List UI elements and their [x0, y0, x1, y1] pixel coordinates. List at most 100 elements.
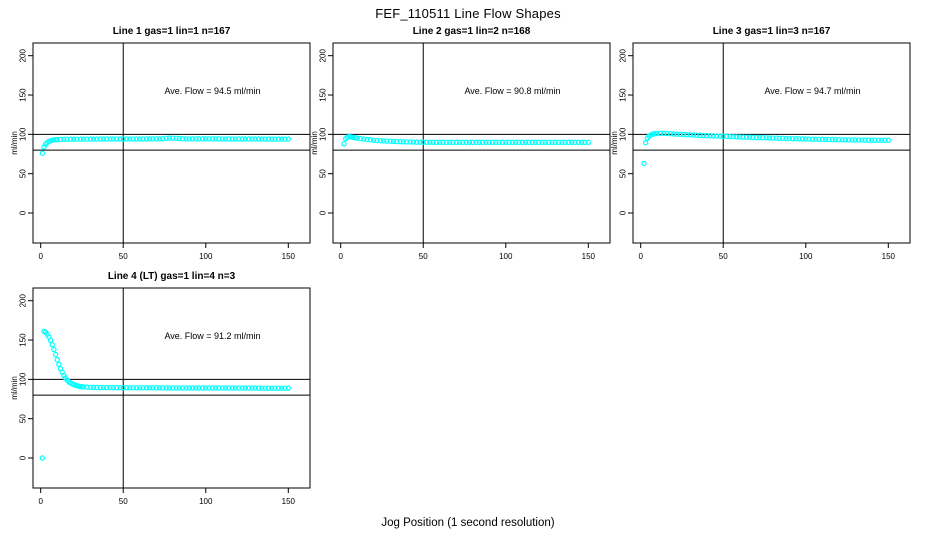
data-point [552, 139, 558, 146]
data-point [816, 136, 822, 143]
data-point [367, 137, 374, 143]
data-point [229, 136, 235, 142]
data-point [753, 134, 759, 141]
data-point [783, 135, 789, 142]
data-point [512, 139, 519, 146]
y-axis-title: ml/min [10, 376, 19, 400]
data-point [127, 385, 133, 391]
x-tick-label: 100 [199, 497, 213, 506]
data-point [796, 136, 802, 142]
data-point [156, 385, 163, 391]
data-point [84, 384, 90, 390]
data-point [39, 455, 46, 461]
data-point [252, 385, 258, 391]
data-point [875, 137, 882, 143]
data-point [641, 160, 647, 167]
data-point [39, 150, 46, 156]
data-point [176, 385, 183, 391]
data-point [862, 137, 868, 143]
data-point [80, 136, 87, 142]
data-points [39, 328, 292, 461]
x-tick-label: 0 [638, 252, 643, 261]
data-point [242, 136, 249, 142]
data-point [423, 139, 430, 145]
y-tick-label: 100 [19, 372, 28, 386]
data-point [54, 356, 60, 363]
data-point [885, 137, 892, 144]
data-point [232, 385, 239, 391]
data-points [39, 135, 292, 156]
data-point [90, 136, 97, 142]
data-point [222, 136, 229, 142]
data-point [377, 138, 384, 144]
data-point [803, 136, 809, 142]
data-point [743, 134, 750, 140]
data-point [203, 385, 209, 391]
data-point [222, 385, 229, 391]
x-tick-label: 150 [282, 497, 296, 506]
data-point [113, 136, 120, 142]
data-point [156, 136, 163, 142]
data-point [654, 130, 660, 137]
data-point [275, 385, 282, 391]
data-point [67, 136, 74, 142]
data-point [94, 384, 100, 391]
data-point [756, 134, 763, 141]
data-point [822, 136, 829, 143]
data-point [87, 136, 93, 142]
data-point [710, 133, 717, 139]
figure-title: FEF_110511 Line Flow Shapes [375, 6, 561, 21]
data-point [579, 139, 585, 146]
panel-line4: 0 50 100 150 0 50 100 150 200 ml/min Line 4 (LT) … [10, 271, 312, 523]
data-point [371, 137, 377, 143]
x-tick-label: 150 [582, 252, 596, 261]
data-point [183, 385, 189, 391]
data-point [723, 133, 730, 140]
data-point [110, 384, 117, 391]
panel-line1: 0 50 100 150 0 50 100 150 200 ml/min Line 1 gas=1… [10, 26, 312, 278]
data-point [341, 141, 347, 147]
data-point [282, 385, 288, 391]
data-point [410, 139, 417, 145]
data-point [49, 342, 55, 348]
data-point [819, 136, 825, 143]
data-point [463, 139, 469, 146]
data-point [680, 131, 687, 138]
data-point [249, 136, 255, 142]
data-point [433, 139, 440, 146]
data-point [496, 139, 502, 146]
data-point [113, 384, 120, 391]
plot-box [632, 42, 911, 244]
data-point [506, 139, 512, 146]
data-point [446, 139, 453, 146]
data-point [166, 135, 173, 141]
data-point [77, 136, 84, 142]
data-point [872, 137, 878, 143]
data-point [107, 136, 113, 142]
data-point [127, 136, 133, 142]
data-point [664, 130, 670, 137]
data-point [143, 136, 150, 142]
data-point [460, 139, 466, 146]
data-point [47, 337, 54, 344]
data-point [272, 136, 278, 142]
data-point [559, 139, 565, 146]
data-point [555, 139, 562, 146]
data-point [51, 346, 57, 353]
y-tick-label: 150 [19, 88, 28, 102]
data-point [279, 385, 285, 391]
data-point [526, 139, 532, 146]
data-point [869, 137, 875, 143]
data-point [549, 139, 555, 146]
data-point [789, 135, 796, 142]
data-point [737, 134, 743, 140]
data-point [836, 136, 842, 143]
data-point [262, 136, 268, 142]
data-point [427, 139, 433, 145]
data-point [466, 139, 473, 146]
data-point [730, 134, 736, 140]
data-point [746, 134, 753, 140]
data-point [52, 351, 59, 358]
data-point [522, 139, 529, 146]
data-point [282, 136, 288, 142]
